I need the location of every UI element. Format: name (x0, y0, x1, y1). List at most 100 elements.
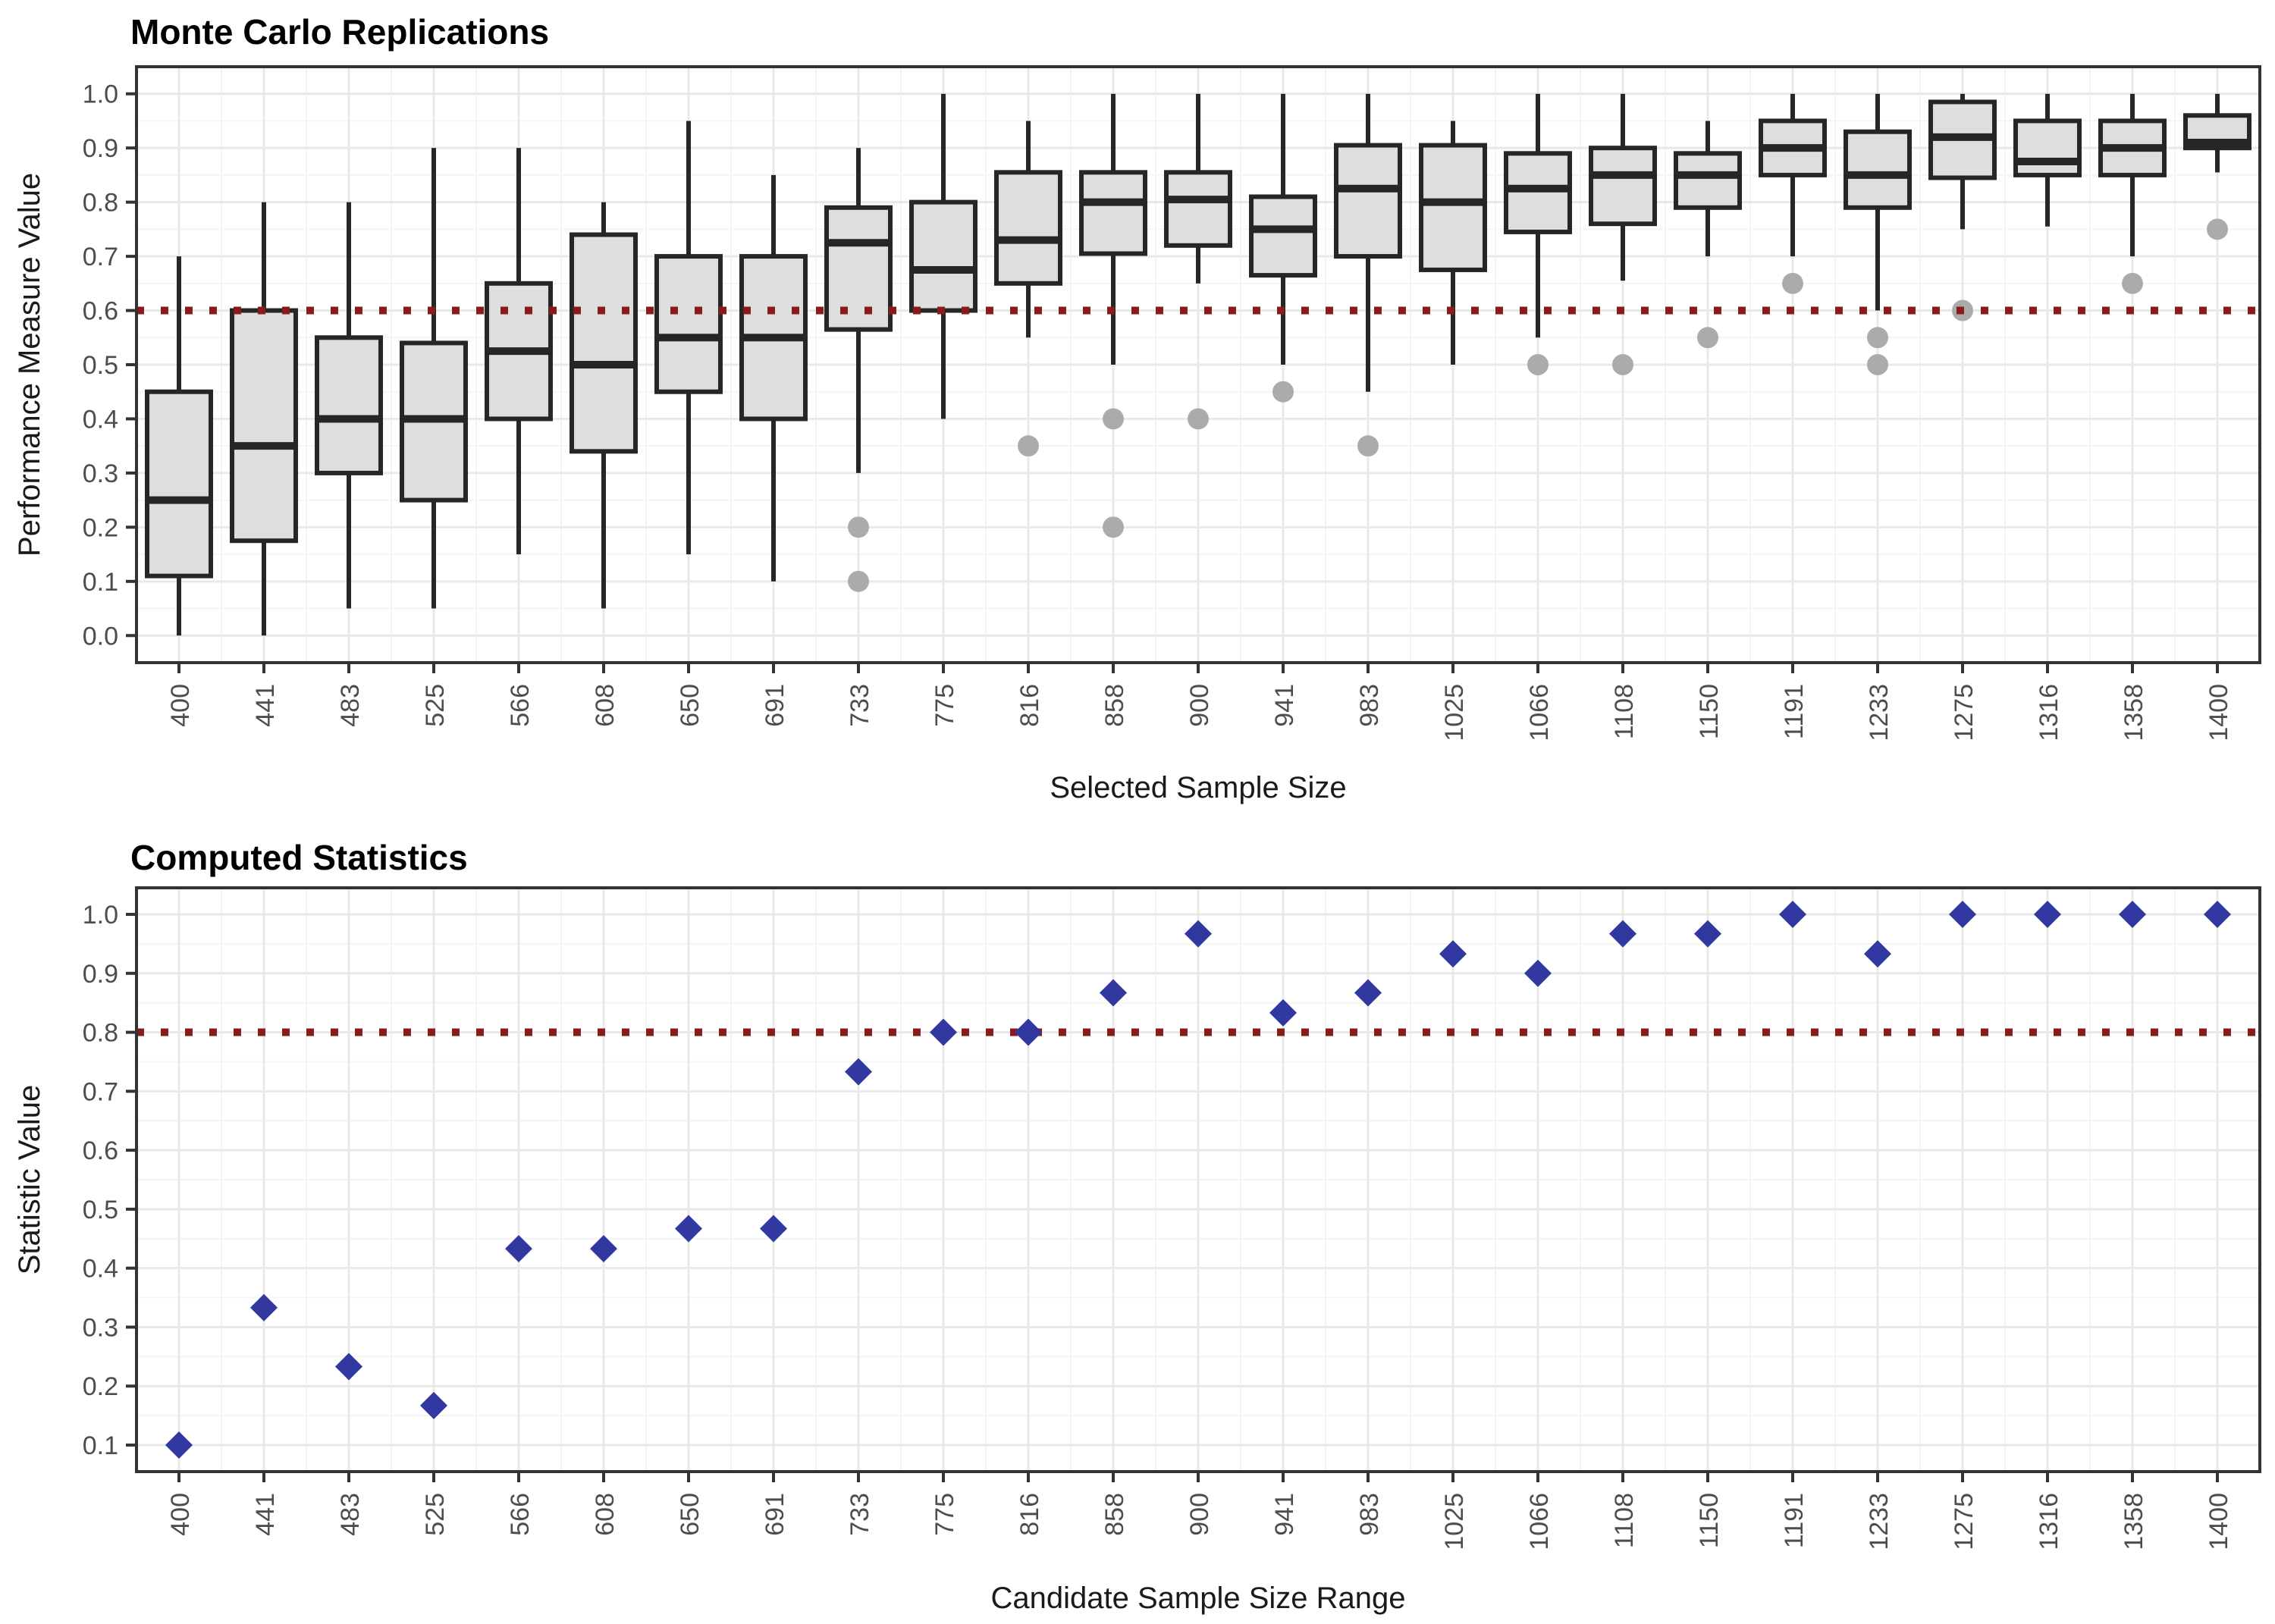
x-tick-label: 400 (166, 1493, 195, 1536)
x-tick-label: 983 (1355, 1493, 1384, 1536)
outlier-point (1782, 272, 1803, 294)
boxplot-1233 (1844, 93, 1912, 375)
y-tick-label: 0.3 (83, 1313, 118, 1342)
x-tick-label: 941 (1270, 684, 1299, 727)
x-tick-label: 1316 (2035, 684, 2063, 741)
diamond-point (590, 1235, 617, 1262)
x-tick-label: 775 (930, 684, 959, 727)
x-tick-label: 441 (251, 684, 280, 727)
diamond-point (1015, 1018, 1042, 1046)
y-tick-label: 0.1 (83, 1431, 118, 1460)
y-tick-label: 0.4 (83, 1255, 118, 1284)
diamond-point (930, 1018, 957, 1046)
boxplot-691 (739, 174, 808, 582)
outlier-point (1357, 435, 1379, 457)
y-tick-label: 0.0 (83, 622, 118, 651)
x-tick-label: 441 (251, 1493, 280, 1536)
outlier-point (1612, 354, 1633, 375)
boxplot-983 (1334, 93, 1402, 457)
y-tick-label: 0.9 (83, 134, 118, 163)
x-tick-label: 1233 (1865, 1493, 1894, 1550)
y-tick-label: 1.0 (83, 80, 118, 109)
diamond-point (675, 1215, 702, 1243)
x-tick-label: 1025 (1440, 684, 1469, 741)
boxplot-650 (654, 121, 723, 555)
box (1334, 143, 1402, 259)
x-tick-label: 483 (336, 1493, 365, 1536)
diamond-point (760, 1215, 787, 1243)
gridlines (136, 888, 2261, 1472)
boxplot-900 (1164, 93, 1232, 430)
boxplot-1275 (1928, 93, 1997, 321)
box (1589, 146, 1657, 227)
boxplot-1316 (2013, 93, 2082, 227)
diamond-point (2119, 901, 2146, 928)
diamond-point (1100, 979, 1127, 1007)
x-tick-label: 941 (1270, 1493, 1299, 1536)
y-tick-label: 0.3 (83, 459, 118, 488)
boxplot-608 (570, 202, 638, 609)
outlier-point (2122, 272, 2143, 294)
x-tick-label: 608 (591, 1493, 620, 1536)
x-tick-label: 816 (1015, 684, 1044, 727)
x-tick-label: 650 (676, 684, 704, 727)
box (824, 205, 893, 332)
outlier-point (1527, 354, 1549, 375)
box (1504, 151, 1572, 234)
diamond-point (1269, 999, 1297, 1027)
outlier-point (1188, 408, 1209, 430)
box (1164, 170, 1232, 248)
diamond-point (1439, 940, 1467, 968)
diamond-point (2204, 901, 2231, 928)
box (1674, 151, 1742, 210)
box (230, 308, 298, 544)
x-tick-label: 400 (166, 684, 195, 727)
boxplot-525 (400, 148, 468, 609)
x-tick-label: 608 (591, 684, 620, 727)
x-tick-label: 483 (336, 684, 365, 727)
x-axis-title-top: Selected Sample Size (1050, 771, 1346, 804)
x-tick-label: 650 (676, 1493, 704, 1536)
x-tick-label: 1150 (1695, 684, 1724, 739)
y-tick-label: 0.5 (83, 351, 118, 380)
outlier-point (1867, 354, 1888, 375)
x-tick-label: 1025 (1440, 1493, 1469, 1550)
diamond-point (1779, 901, 1806, 928)
boxplot-483 (315, 202, 383, 609)
axis-ticks-and-labels: 0.1 0.2 0.3 0.4 0.5 0.6 0.7 0.8 0.9 1.0 400 441 483 5… (83, 901, 2233, 1550)
y-tick-label: 1.0 (83, 901, 118, 930)
monte-carlo-boxplot-chart: Monte Carlo Replications Performance Mea… (13, 12, 2261, 804)
y-tick-label: 0.8 (83, 189, 118, 218)
box (1249, 194, 1317, 278)
x-tick-label: 1066 (1525, 684, 1554, 741)
outlier-point (848, 516, 869, 538)
box (1844, 129, 1912, 210)
outlier-point (2207, 218, 2228, 240)
x-tick-label: 733 (846, 1493, 874, 1536)
boxplot-1025 (1419, 121, 1487, 365)
plot-area-bottom: 0.1 0.2 0.3 0.4 0.5 0.6 0.7 0.8 0.9 1.0 400 441 483 5… (83, 886, 2261, 1550)
boxplot-566 (485, 148, 553, 555)
box (909, 199, 977, 313)
x-tick-label: 566 (506, 684, 535, 727)
x-tick-label: 525 (421, 1493, 450, 1536)
y-tick-label: 0.9 (83, 960, 118, 989)
outlier-point (1103, 516, 1124, 538)
x-tick-label: 1108 (1610, 1493, 1639, 1548)
box (994, 170, 1062, 286)
box (2013, 118, 2082, 177)
boxplot-1358 (2098, 93, 2167, 294)
x-tick-label: 733 (846, 684, 874, 727)
boxplots (145, 93, 2251, 636)
boxplot-858 (1079, 93, 1147, 538)
x-tick-label: 525 (421, 684, 450, 727)
boxplot-1191 (1759, 93, 1827, 294)
x-tick-label: 1358 (2120, 684, 2148, 741)
x-tick-label: 1191 (1780, 1493, 1809, 1548)
x-tick-label: 775 (930, 1493, 959, 1536)
x-tick-label: 816 (1015, 1493, 1044, 1536)
axis-ticks-and-labels: 0.0 0.1 0.2 0.3 0.4 0.5 0.6 0.7 0.8 0.9 1.0 400 441 4… (83, 80, 2233, 741)
y-tick-label: 0.8 (83, 1019, 118, 1048)
box (1419, 143, 1487, 272)
x-tick-label: 1066 (1525, 1493, 1554, 1550)
